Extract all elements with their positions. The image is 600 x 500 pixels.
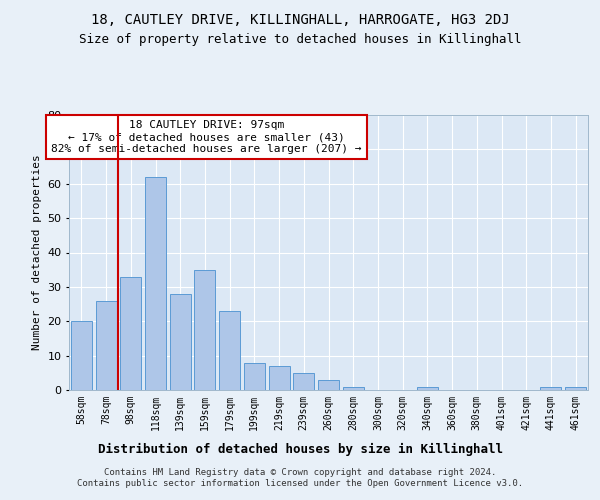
Bar xyxy=(95,300,116,390)
Bar xyxy=(170,294,191,390)
Bar xyxy=(541,386,562,390)
Bar xyxy=(194,270,215,390)
Bar xyxy=(565,386,586,390)
Bar xyxy=(71,322,92,390)
Text: 18 CAUTLEY DRIVE: 97sqm
← 17% of detached houses are smaller (43)
82% of semi-de: 18 CAUTLEY DRIVE: 97sqm ← 17% of detache… xyxy=(51,120,362,154)
Text: 18, CAUTLEY DRIVE, KILLINGHALL, HARROGATE, HG3 2DJ: 18, CAUTLEY DRIVE, KILLINGHALL, HARROGAT… xyxy=(91,12,509,26)
Y-axis label: Number of detached properties: Number of detached properties xyxy=(32,154,41,350)
Text: Distribution of detached houses by size in Killinghall: Distribution of detached houses by size … xyxy=(97,442,503,456)
Bar xyxy=(318,380,339,390)
Text: Size of property relative to detached houses in Killinghall: Size of property relative to detached ho… xyxy=(79,32,521,46)
Bar xyxy=(417,386,438,390)
Bar xyxy=(293,373,314,390)
Bar xyxy=(269,366,290,390)
Bar xyxy=(343,386,364,390)
Bar xyxy=(120,276,141,390)
Text: Contains HM Land Registry data © Crown copyright and database right 2024.
Contai: Contains HM Land Registry data © Crown c… xyxy=(77,468,523,487)
Bar xyxy=(219,311,240,390)
Bar xyxy=(145,177,166,390)
Bar xyxy=(244,362,265,390)
